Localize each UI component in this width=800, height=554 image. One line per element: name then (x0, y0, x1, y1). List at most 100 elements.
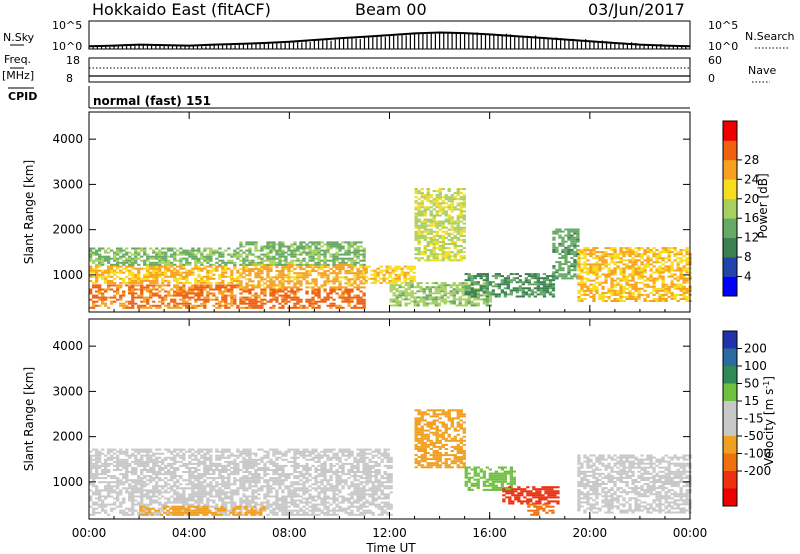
power-cell (182, 249, 186, 252)
power-cell (643, 289, 647, 292)
power-cell (134, 249, 138, 252)
power-cell (155, 251, 159, 254)
power-cell (392, 298, 396, 301)
power-cell (491, 289, 495, 292)
power-cell (314, 284, 318, 287)
velocity-cell (179, 499, 183, 502)
power-cell (622, 251, 626, 254)
power-cell (646, 265, 650, 268)
power-cell (370, 277, 374, 280)
power-cell (338, 247, 342, 250)
power-cell (521, 289, 525, 292)
power-cell (373, 269, 377, 272)
power-cell (634, 269, 638, 272)
power-cell (155, 275, 159, 278)
power-cell (218, 251, 222, 254)
power-cell (655, 267, 659, 270)
power-cell (658, 255, 662, 258)
power-cell (128, 279, 132, 282)
power-cell (577, 263, 581, 266)
power-cell (470, 300, 474, 303)
velocity-cell (230, 503, 234, 506)
power-cell (458, 304, 462, 307)
velocity-cell (149, 481, 153, 484)
velocity-cell (128, 509, 132, 512)
power-cell (362, 266, 366, 269)
power-cell (397, 275, 401, 278)
power-cell (92, 286, 96, 289)
power-cell (158, 286, 162, 289)
velocity-cell (176, 497, 180, 500)
power-cell (293, 251, 297, 254)
power-cell (218, 281, 222, 284)
velocity-cell (155, 456, 159, 459)
power-cell (179, 306, 183, 309)
power-cell (628, 259, 632, 262)
power-cell (197, 247, 201, 250)
power-cell (317, 263, 321, 266)
velocity-cell (230, 473, 234, 476)
velocity-cell (92, 467, 96, 469)
velocity-cell (89, 513, 93, 516)
power-cell (149, 306, 153, 309)
power-cell (631, 291, 635, 294)
power-cell (110, 257, 114, 260)
power-cell (456, 259, 460, 262)
power-cell (179, 247, 183, 250)
velocity-cell (212, 499, 216, 502)
power-cell (317, 286, 321, 289)
power-cell (438, 224, 442, 227)
velocity-cell (209, 499, 213, 502)
power-cell (212, 304, 216, 307)
power-cell (335, 288, 339, 291)
power-cell (125, 304, 129, 307)
power-cell (158, 271, 162, 274)
power-cell (353, 249, 357, 252)
velocity-cell (146, 509, 150, 512)
power-cell (113, 271, 117, 274)
power-cell (158, 306, 162, 309)
power-cell (152, 304, 156, 307)
power-cell (425, 288, 429, 291)
power-cell (447, 190, 451, 193)
power-cell (410, 294, 414, 297)
power-cell (203, 265, 207, 268)
power-cell (299, 245, 303, 248)
power-cell (661, 289, 665, 292)
power-cell (518, 289, 522, 292)
power-cell (414, 253, 418, 256)
power-cell (595, 285, 599, 288)
power-cell (610, 285, 614, 288)
power-cell (595, 267, 599, 270)
power-cell (206, 277, 210, 280)
power-cell (601, 287, 605, 290)
power-cell (395, 296, 399, 299)
power-cell (398, 302, 402, 305)
velocity-cell (122, 499, 126, 502)
power-cell (353, 276, 357, 279)
power-cell (435, 241, 439, 243)
power-cell (464, 279, 468, 282)
velocity-cell (197, 501, 201, 504)
power-cell (592, 273, 596, 276)
power-cell (423, 251, 427, 254)
power-cell (242, 286, 246, 289)
power-cell (314, 253, 318, 256)
velocity-cell (140, 493, 144, 496)
power-cell (167, 267, 171, 270)
power-cell (230, 261, 234, 264)
velocity-cell (236, 456, 240, 459)
power-cell (462, 241, 466, 243)
power-cell (429, 249, 433, 252)
power-cell (356, 274, 360, 277)
power-cell (655, 277, 659, 280)
power-cell (89, 306, 93, 309)
velocity-cell (98, 450, 102, 453)
power-cell (667, 249, 671, 252)
power-cell (191, 288, 195, 291)
power-cell (426, 228, 430, 231)
power-cell (628, 289, 632, 292)
power-cell (242, 257, 246, 260)
velocity-cell (107, 493, 111, 496)
power-cell (299, 282, 303, 285)
